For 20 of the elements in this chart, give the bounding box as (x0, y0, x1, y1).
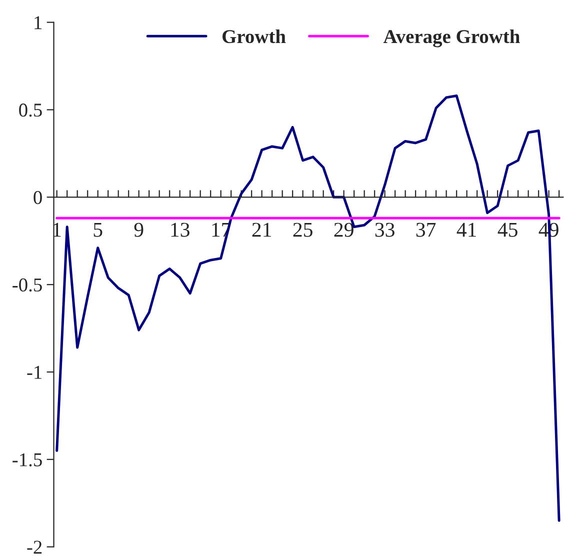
legend-label: Growth (222, 29, 286, 44)
x-tick-label: 45 (498, 222, 518, 237)
x-tick-label: 29 (334, 222, 354, 237)
y-tick-label: -2 (27, 540, 42, 554)
y-tick-label: -0.5 (12, 278, 42, 292)
legend-label: Average Growth (383, 29, 520, 48)
y-tick-label: -1 (27, 366, 42, 379)
x-tick-label: 9 (134, 222, 144, 237)
y-tick-label: 0.5 (19, 104, 42, 117)
x-tick-label: 13 (171, 222, 190, 237)
x-tick-label: 33 (375, 222, 394, 237)
x-tick-label: 41 (456, 222, 476, 237)
line-series (56, 94, 560, 522)
x-tick-label: 25 (293, 222, 312, 237)
x-tick-label: 5 (94, 222, 102, 237)
x-tick-label: 21 (252, 222, 271, 237)
y-tick-label: 0 (34, 190, 42, 204)
y-tick-label: 1 (34, 16, 42, 30)
y-tick-label: -1.5 (12, 453, 42, 466)
x-tick-label: 37 (416, 222, 436, 237)
